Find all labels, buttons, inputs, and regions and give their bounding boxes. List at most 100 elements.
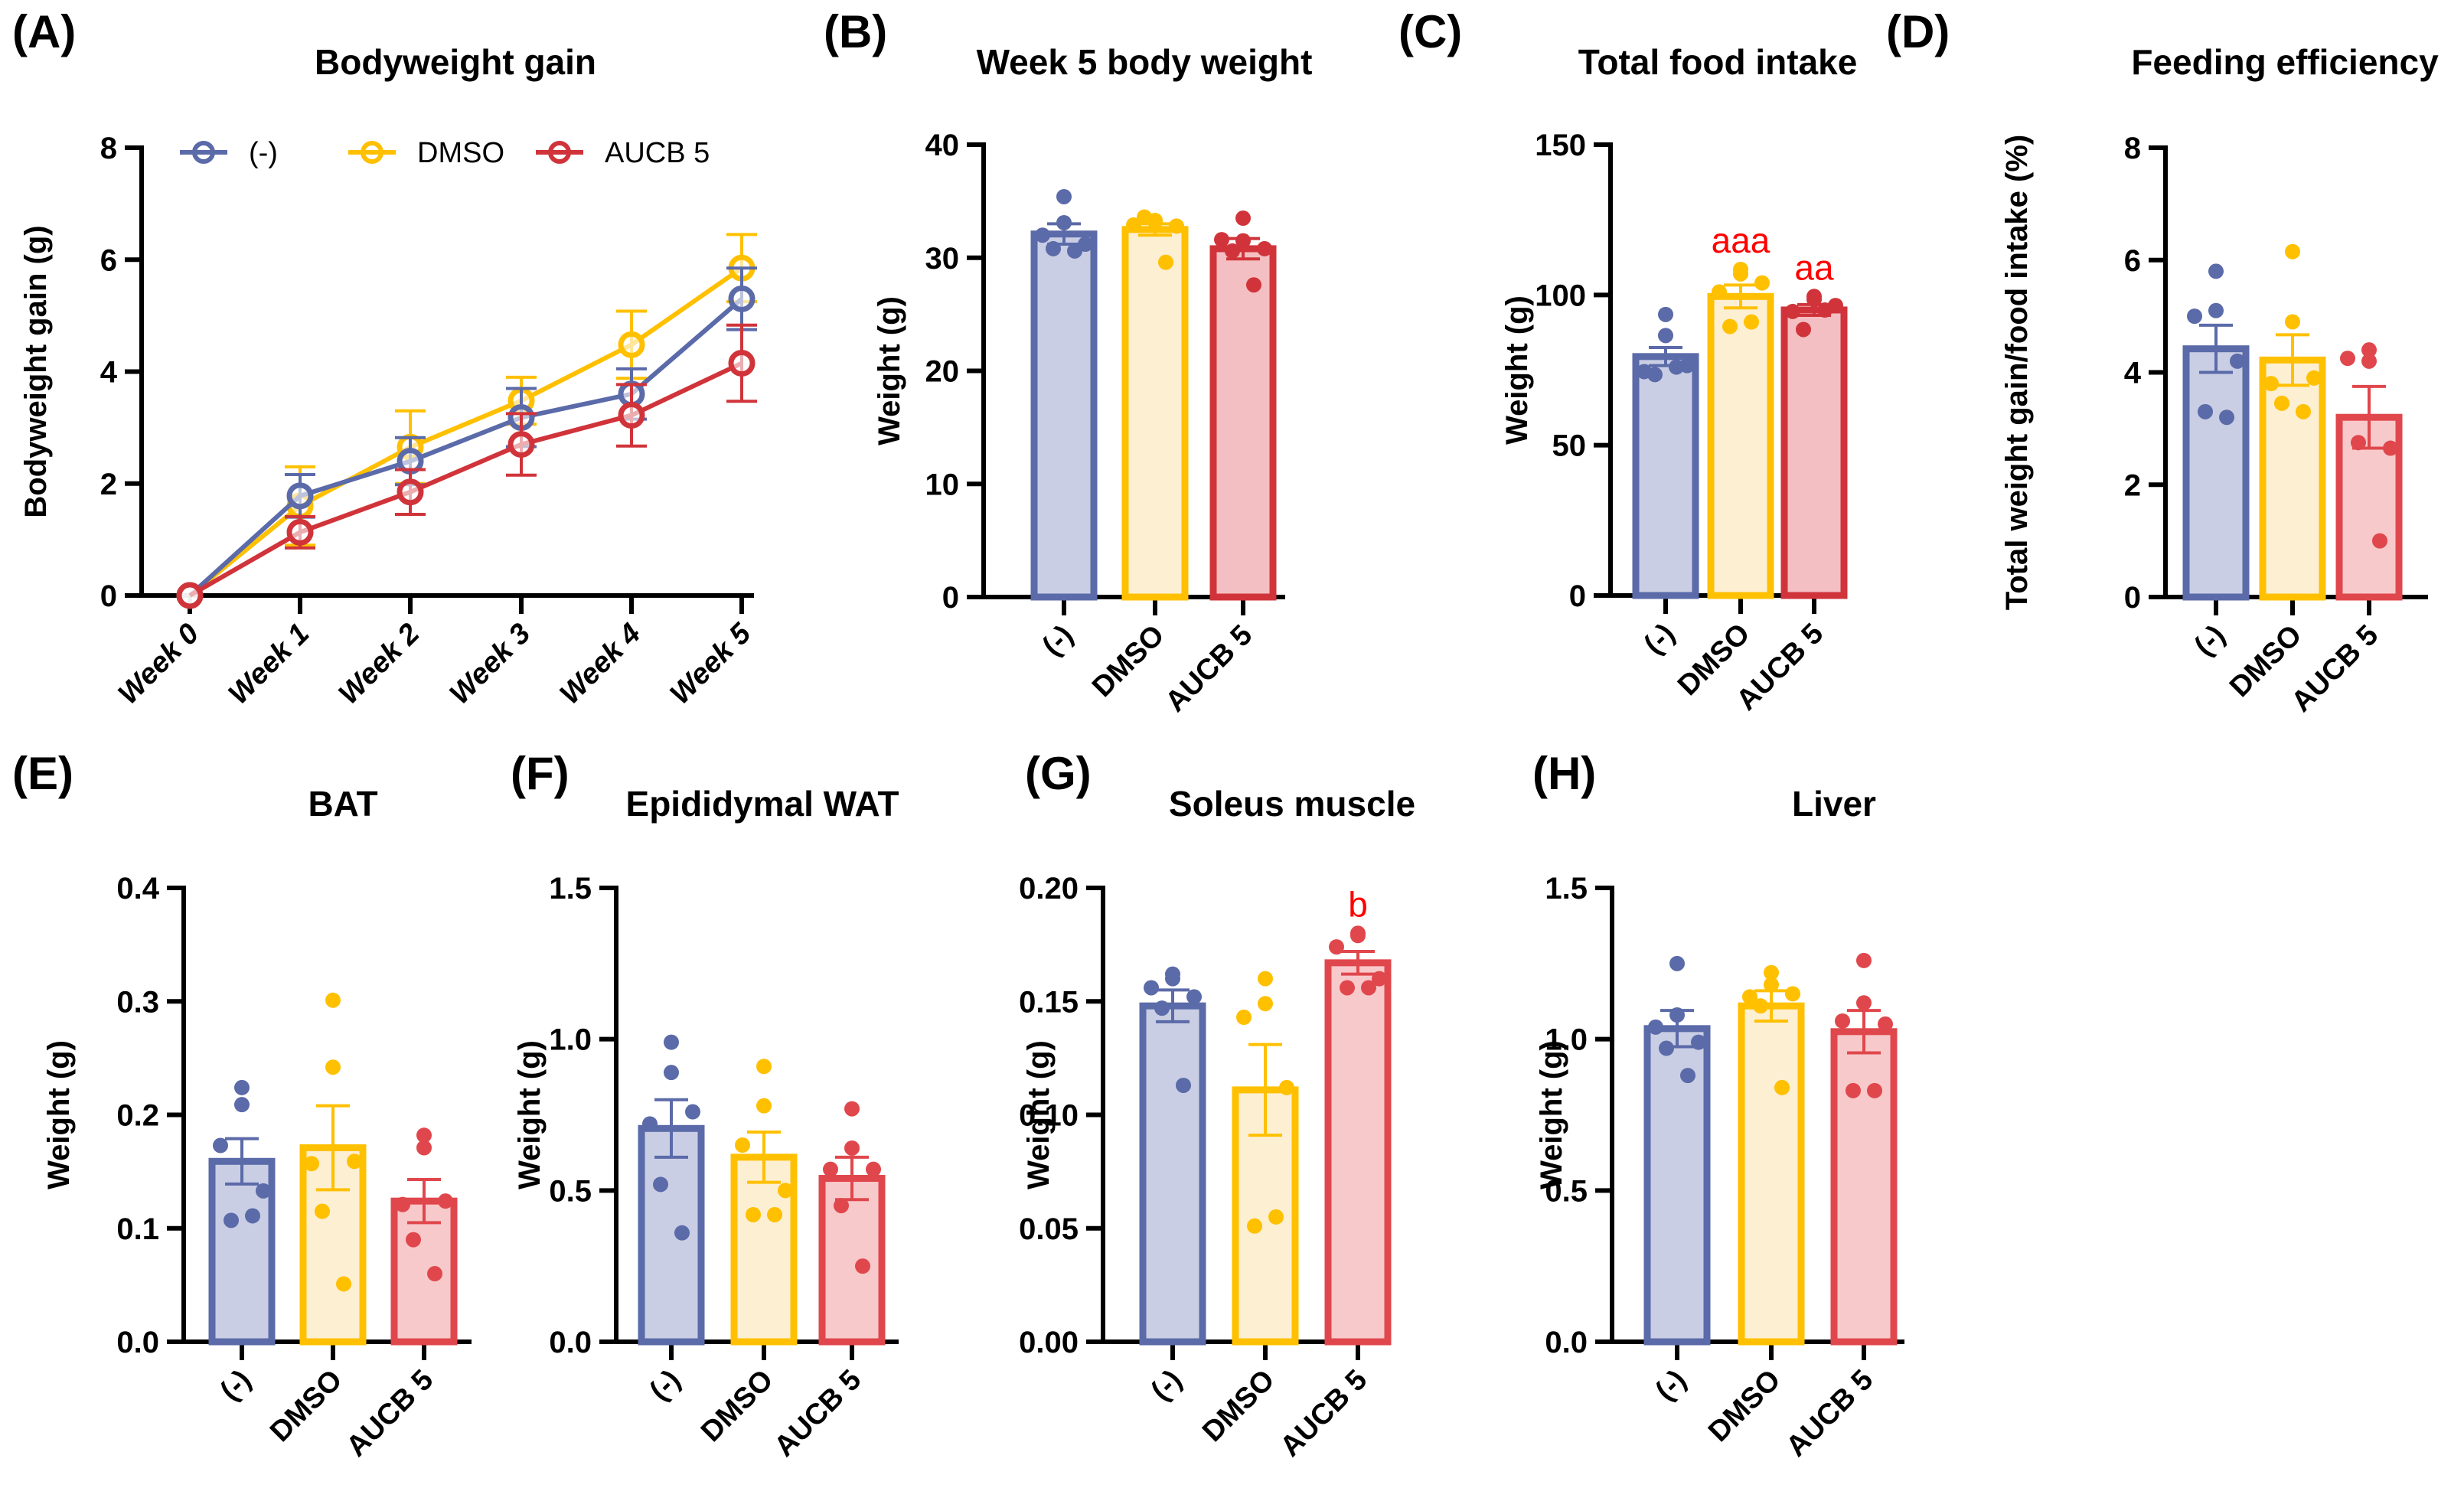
data-point — [855, 1258, 870, 1274]
data-point — [1350, 925, 1366, 941]
bar — [1121, 226, 1189, 601]
panel-title: Epididymal WAT — [626, 784, 899, 824]
data-point — [2198, 403, 2213, 419]
data-point — [1158, 254, 1173, 270]
y-tick-label: 0.10 — [1019, 1099, 1079, 1133]
bar — [1209, 245, 1277, 601]
data-point — [1878, 1016, 1893, 1032]
data-point — [756, 1059, 772, 1075]
significance-label: b — [1348, 884, 1368, 924]
y-tick-label: 0.0 — [1545, 1326, 1588, 1359]
y-axis-title: Weight (g) — [873, 296, 906, 445]
panel-d: 0 2 4 6 8 Total weight gain/food intake (%) (-… — [1886, 6, 2439, 718]
data-point — [2361, 353, 2377, 369]
data-point — [1279, 1079, 1294, 1095]
data-point — [1126, 217, 1141, 233]
y-tick-label: 0 — [942, 581, 959, 615]
data-point — [2383, 440, 2398, 456]
y-tick-label: 1.5 — [549, 872, 592, 905]
data-point — [1817, 302, 1832, 318]
x-category-label: Week 5 — [664, 617, 758, 710]
data-point — [397, 478, 424, 506]
data-point — [1214, 232, 1229, 248]
y-tick-label: 0.4 — [116, 872, 159, 905]
y-axis-title: Weight (g) — [42, 1040, 76, 1189]
data-point — [834, 1198, 849, 1214]
data-point — [304, 1156, 319, 1172]
bar — [1780, 306, 1848, 599]
data-point — [438, 1193, 453, 1209]
data-point — [176, 582, 204, 609]
x-category-label: (-) — [1036, 619, 1080, 663]
y-axis-title: Weight (g) — [1500, 295, 1534, 445]
data-point — [1144, 980, 1159, 996]
y-tick-label: 0.20 — [1019, 872, 1079, 905]
data-point — [2285, 314, 2300, 330]
data-point — [618, 402, 645, 429]
y-axis-title: Total weight gain/food intake (%) — [2000, 135, 2034, 610]
data-point — [756, 1098, 772, 1114]
x-category-label: Week 4 — [554, 618, 648, 711]
panel-label: (F) — [511, 748, 569, 799]
y-tick-label: 50 — [1552, 429, 1587, 463]
x-category-label: DMSO — [1086, 619, 1170, 703]
y-tick-label: 0.2 — [116, 1099, 159, 1133]
series-line — [188, 266, 743, 598]
panel-title: Feeding efficiency — [2131, 42, 2439, 82]
data-point — [1867, 1082, 1882, 1098]
bar — [1632, 353, 1699, 599]
data-point — [1225, 243, 1240, 259]
data-point — [2230, 353, 2245, 369]
data-point — [664, 1065, 679, 1081]
data-point — [224, 1212, 239, 1229]
data-point — [844, 1101, 860, 1117]
panel-label: (H) — [1532, 748, 1596, 799]
y-tick-label: 100 — [1535, 279, 1586, 312]
data-point — [664, 1034, 679, 1050]
data-point — [507, 431, 535, 458]
data-point — [674, 1225, 690, 1241]
bar — [2259, 356, 2326, 601]
data-point — [1669, 955, 1685, 971]
legend-label: DMSO — [417, 137, 504, 169]
y-tick-label: 0 — [2124, 581, 2141, 615]
data-point — [1067, 243, 1082, 259]
x-category-label: AUCB 5 — [1160, 619, 1259, 719]
data-point — [1235, 210, 1251, 227]
data-point — [1846, 1082, 1861, 1098]
panel-label: (C) — [1398, 6, 1462, 57]
bar — [1324, 959, 1392, 1346]
data-point — [1835, 1013, 1850, 1029]
data-point — [1691, 1034, 1706, 1050]
panel-title: Soleus muscle — [1169, 784, 1415, 824]
bar — [1139, 1002, 1206, 1346]
data-point — [2340, 351, 2355, 367]
data-point — [642, 1116, 658, 1132]
y-tick-label: 4 — [2124, 357, 2142, 390]
bar — [1738, 1002, 1805, 1346]
data-point — [2306, 370, 2322, 386]
x-category-label: (-) — [1650, 1364, 1693, 1408]
y-tick-label: 0.15 — [1019, 985, 1079, 1019]
x-category-label: (-) — [2188, 619, 2232, 663]
data-point — [735, 1137, 750, 1153]
data-point — [1742, 989, 1757, 1005]
data-point — [767, 1206, 782, 1222]
series-line — [188, 361, 743, 598]
x-category-label: DMSO — [1702, 1364, 1787, 1448]
data-point — [1764, 964, 1779, 981]
y-tick-label: 8 — [2124, 132, 2141, 165]
data-point — [1744, 314, 1759, 330]
bar — [2182, 345, 2250, 601]
x-category-label: DMSO — [1196, 1364, 1281, 1448]
data-point — [286, 482, 314, 510]
data-point — [256, 1183, 271, 1199]
data-point — [1372, 971, 1387, 987]
data-point — [336, 1276, 351, 1292]
data-point — [213, 1137, 228, 1153]
